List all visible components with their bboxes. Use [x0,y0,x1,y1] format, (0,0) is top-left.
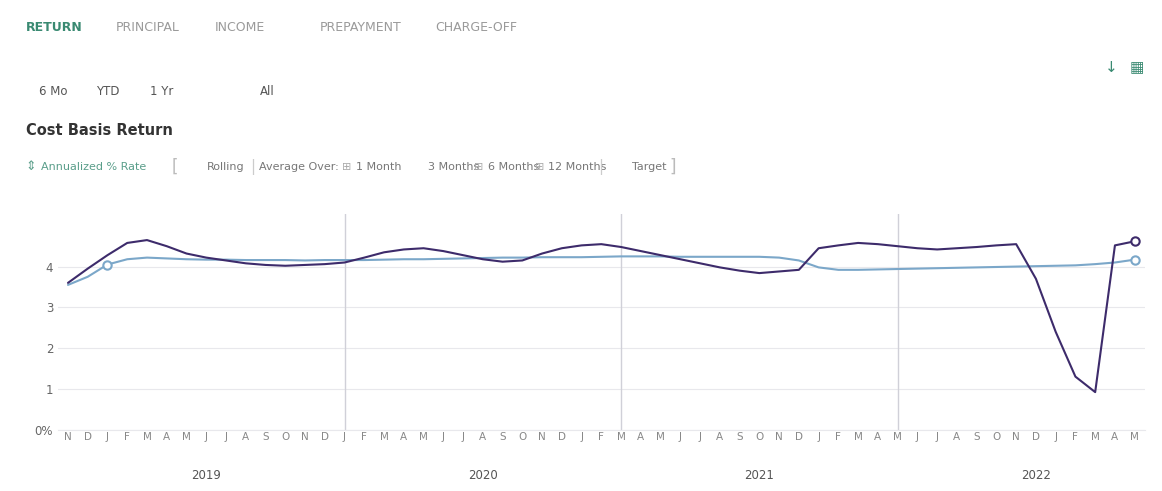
Text: 5 Yr: 5 Yr [205,85,229,98]
Text: Target: Target [632,162,667,172]
Text: |: | [250,159,254,175]
Text: Rolling: Rolling [207,162,244,172]
Text: 2019: 2019 [192,468,221,482]
Text: ⊞: ⊞ [342,162,351,172]
Text: Annualized % Rate: Annualized % Rate [41,162,146,172]
Text: 2021: 2021 [745,468,774,482]
Text: CHARGE-OFF: CHARGE-OFF [436,21,518,33]
Text: ⊞: ⊞ [474,162,483,172]
Text: Average Over:: Average Over: [259,162,339,172]
Text: 1 Month: 1 Month [356,162,401,172]
Text: PRINCIPAL: PRINCIPAL [116,21,180,33]
Text: ▦: ▦ [1129,60,1143,75]
Text: YTD: YTD [95,85,120,98]
Text: Cost Basis Return: Cost Basis Return [26,123,172,137]
Text: 6 Months: 6 Months [488,162,539,172]
Text: 2022: 2022 [1021,468,1050,482]
Text: 6 Mo: 6 Mo [38,85,67,98]
Text: ]: ] [669,158,676,176]
Text: [: [ [172,158,179,176]
Text: 1 Yr: 1 Yr [150,85,174,98]
Text: INCOME: INCOME [215,21,265,33]
Text: ⇕: ⇕ [26,161,36,173]
Text: RETURN: RETURN [26,21,83,33]
Text: 12 Months: 12 Months [548,162,607,172]
Text: |: | [598,159,603,175]
Text: 2020: 2020 [468,468,497,482]
Text: ⊞: ⊞ [535,162,544,172]
Text: ↓: ↓ [1105,60,1117,75]
Text: 3 Months: 3 Months [428,162,479,172]
Text: All: All [260,85,274,98]
Text: PREPAYMENT: PREPAYMENT [320,21,401,33]
